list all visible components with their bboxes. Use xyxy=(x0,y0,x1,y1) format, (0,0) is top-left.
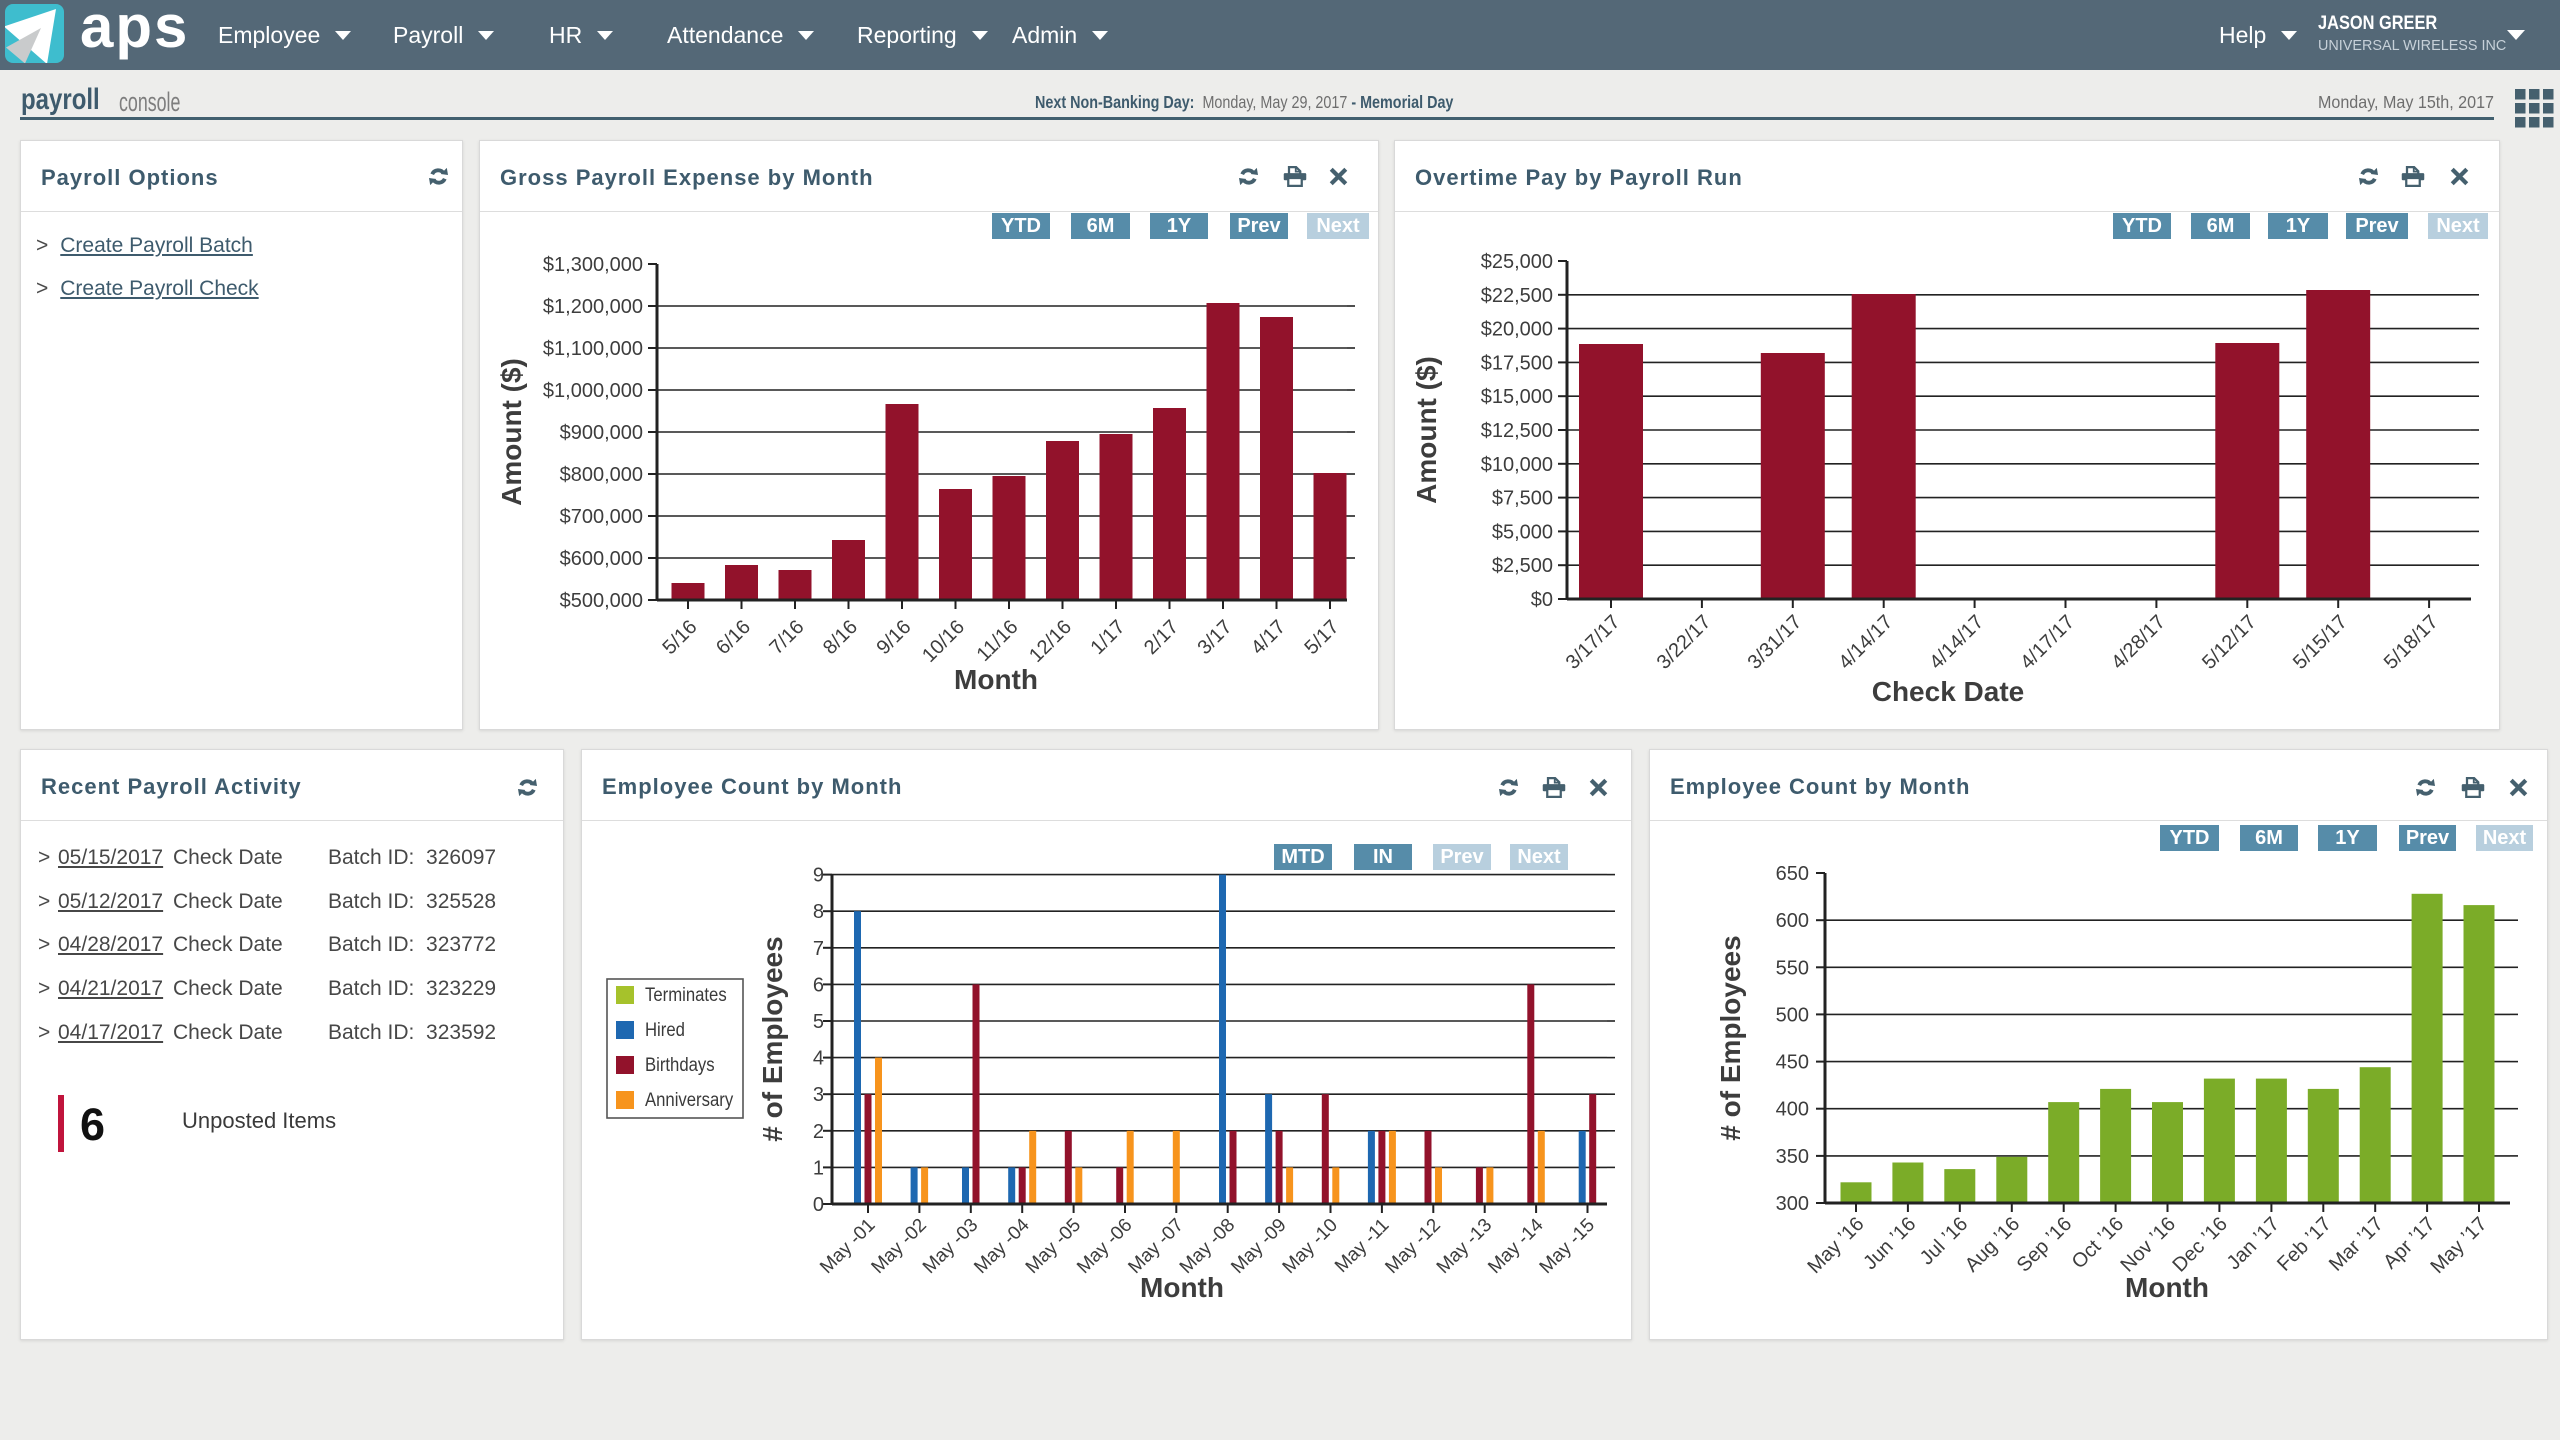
svg-text:May ’17: May ’17 xyxy=(2426,1213,2491,1278)
svg-text:7: 7 xyxy=(813,938,824,960)
svg-text:12/16: 12/16 xyxy=(1025,616,1076,667)
svg-text:$25,000: $25,000 xyxy=(1481,251,1553,273)
svg-text:$22,500: $22,500 xyxy=(1481,285,1553,307)
svg-text:400: 400 xyxy=(1776,1099,1809,1121)
svg-text:Aug ’16: Aug ’16 xyxy=(1961,1213,2025,1277)
svg-text:$17,500: $17,500 xyxy=(1481,352,1553,374)
svg-text:5/15/17: 5/15/17 xyxy=(2289,611,2352,674)
svg-text:$1,300,000: $1,300,000 xyxy=(543,254,643,276)
svg-text:$2,500: $2,500 xyxy=(1492,555,1553,577)
svg-text:Month: Month xyxy=(2125,1272,2209,1303)
svg-text:3/17/17: 3/17/17 xyxy=(1562,611,1625,674)
svg-text:# of Employees: # of Employees xyxy=(1715,935,1746,1140)
svg-text:May -02: May -02 xyxy=(868,1215,931,1278)
svg-text:9: 9 xyxy=(813,865,824,887)
svg-text:Birthdays: Birthdays xyxy=(645,1054,715,1075)
svg-text:3/22/17: 3/22/17 xyxy=(1653,611,1716,674)
svg-text:$20,000: $20,000 xyxy=(1481,319,1553,341)
svg-text:$7,500: $7,500 xyxy=(1492,488,1553,510)
svg-text:May -10: May -10 xyxy=(1279,1215,1342,1278)
svg-text:$700,000: $700,000 xyxy=(560,506,643,528)
svg-text:7/16: 7/16 xyxy=(765,616,808,659)
svg-text:10/16: 10/16 xyxy=(918,616,969,667)
svg-text:5/12/17: 5/12/17 xyxy=(2198,611,2261,674)
svg-text:Amount ($): Amount ($) xyxy=(496,358,527,506)
svg-text:4/14/17: 4/14/17 xyxy=(1925,611,1988,674)
svg-text:Hired: Hired xyxy=(645,1019,685,1040)
svg-text:4: 4 xyxy=(813,1048,824,1070)
svg-text:Anniversary: Anniversary xyxy=(645,1089,733,1110)
svg-text:4/14/17: 4/14/17 xyxy=(1834,611,1897,674)
svg-text:$5,000: $5,000 xyxy=(1492,521,1553,543)
svg-text:9/16: 9/16 xyxy=(872,616,915,659)
svg-text:2: 2 xyxy=(813,1121,824,1143)
svg-text:$1,000,000: $1,000,000 xyxy=(543,380,643,402)
svg-text:4/28/17: 4/28/17 xyxy=(2107,611,2170,674)
svg-text:500: 500 xyxy=(1776,1004,1809,1026)
svg-text:May -12: May -12 xyxy=(1381,1215,1444,1278)
svg-text:Feb ’17: Feb ’17 xyxy=(2273,1213,2336,1276)
svg-text:$1,200,000: $1,200,000 xyxy=(543,296,643,318)
svg-text:5: 5 xyxy=(813,1011,824,1033)
svg-text:5/18/17: 5/18/17 xyxy=(2380,611,2443,674)
svg-text:May -08: May -08 xyxy=(1176,1215,1239,1278)
svg-text:May -04: May -04 xyxy=(970,1214,1034,1278)
svg-text:300: 300 xyxy=(1776,1193,1809,1215)
svg-text:May -09: May -09 xyxy=(1227,1215,1290,1278)
svg-text:1/17: 1/17 xyxy=(1086,616,1129,659)
svg-text:11/16: 11/16 xyxy=(973,616,1023,666)
svg-text:5/16: 5/16 xyxy=(658,616,701,659)
svg-text:May -14: May -14 xyxy=(1484,1214,1548,1278)
svg-text:4/17: 4/17 xyxy=(1247,616,1290,659)
svg-text:2/17: 2/17 xyxy=(1140,616,1183,659)
svg-text:5/17: 5/17 xyxy=(1300,616,1343,659)
svg-text:$900,000: $900,000 xyxy=(560,422,643,444)
svg-text:$15,000: $15,000 xyxy=(1481,386,1553,408)
svg-text:# of Employees: # of Employees xyxy=(757,936,788,1141)
svg-text:May -13: May -13 xyxy=(1433,1215,1496,1278)
svg-text:May -15: May -15 xyxy=(1536,1215,1599,1278)
svg-text:6/16: 6/16 xyxy=(712,616,755,659)
svg-text:Dec ’16: Dec ’16 xyxy=(2168,1213,2232,1277)
svg-text:6: 6 xyxy=(813,974,824,996)
svg-text:Amount ($): Amount ($) xyxy=(1411,356,1442,504)
svg-text:Check Date: Check Date xyxy=(1872,676,2025,707)
svg-text:Terminates: Terminates xyxy=(645,984,727,1005)
svg-text:May -03: May -03 xyxy=(919,1215,982,1278)
svg-text:Sep ’16: Sep ’16 xyxy=(2013,1213,2077,1277)
svg-text:$800,000: $800,000 xyxy=(560,464,643,486)
svg-text:Month: Month xyxy=(1140,1272,1224,1303)
svg-text:4/17/17: 4/17/17 xyxy=(2016,611,2079,674)
svg-text:8: 8 xyxy=(813,901,824,923)
svg-text:May -05: May -05 xyxy=(1022,1215,1085,1278)
svg-text:450: 450 xyxy=(1776,1052,1809,1074)
svg-text:$12,500: $12,500 xyxy=(1481,420,1553,442)
svg-text:May -07: May -07 xyxy=(1124,1215,1187,1278)
svg-text:Month: Month xyxy=(954,664,1038,695)
svg-text:Nov ’16: Nov ’16 xyxy=(2117,1213,2181,1277)
svg-text:3/31/17: 3/31/17 xyxy=(1744,611,1807,674)
svg-text:May -11: May -11 xyxy=(1331,1215,1393,1277)
svg-text:550: 550 xyxy=(1776,957,1809,979)
svg-text:350: 350 xyxy=(1776,1146,1809,1168)
svg-text:1: 1 xyxy=(813,1157,824,1179)
svg-text:$10,000: $10,000 xyxy=(1481,454,1553,476)
svg-text:$600,000: $600,000 xyxy=(560,548,643,570)
svg-text:Jan ’17: Jan ’17 xyxy=(2223,1213,2284,1274)
svg-text:8/16: 8/16 xyxy=(819,616,862,659)
svg-text:$1,100,000: $1,100,000 xyxy=(543,338,643,360)
svg-text:600: 600 xyxy=(1776,910,1809,932)
svg-text:Mar ’17: Mar ’17 xyxy=(2325,1213,2388,1276)
svg-text:3: 3 xyxy=(813,1084,824,1106)
svg-text:650: 650 xyxy=(1776,863,1809,885)
svg-text:May -06: May -06 xyxy=(1073,1215,1136,1278)
svg-text:$500,000: $500,000 xyxy=(560,590,643,612)
svg-text:0: 0 xyxy=(813,1194,824,1216)
svg-text:Jun ’16: Jun ’16 xyxy=(1859,1213,1920,1274)
svg-text:$0: $0 xyxy=(1531,589,1553,611)
svg-text:May ’16: May ’16 xyxy=(1803,1213,1868,1278)
svg-text:3/17: 3/17 xyxy=(1193,616,1236,659)
svg-text:May -01: May -01 xyxy=(816,1215,879,1278)
